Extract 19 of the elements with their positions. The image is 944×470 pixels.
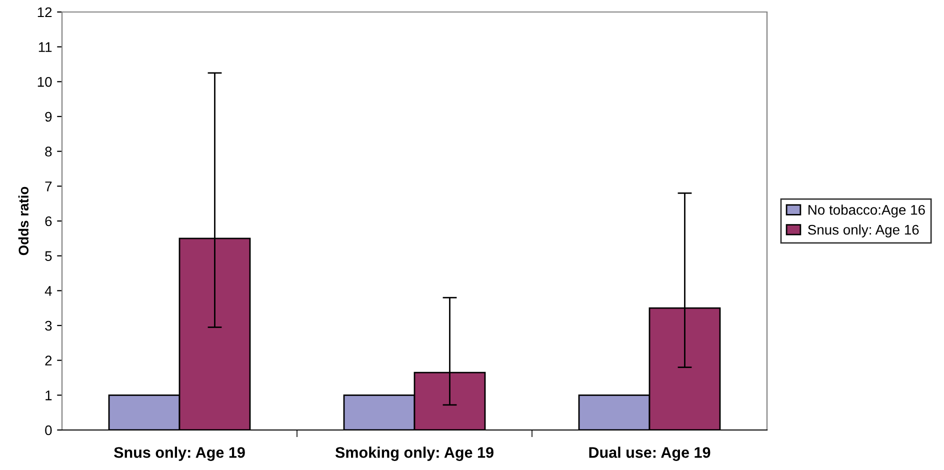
y-tick-label: 7 <box>45 182 52 192</box>
y-tick-label: 11 <box>38 42 52 52</box>
y-axis-title: Odds ratio <box>18 186 29 256</box>
y-tick-label: 0 <box>45 425 52 436</box>
y-tick-label: 2 <box>45 356 52 366</box>
y-tick-label: 9 <box>45 112 52 122</box>
y-tick-label: 4 <box>44 286 52 296</box>
y-tick-label: 10 <box>38 77 52 87</box>
x-tick-label: Dual use: Age 19 <box>589 446 710 461</box>
y-tick-label: 12 <box>38 7 52 18</box>
legend-label: Snus only: Age 16 <box>808 224 919 238</box>
y-tick-label: 1 <box>46 390 52 400</box>
y-tick-label: 3 <box>45 320 52 331</box>
y-tick-label: 6 <box>45 216 52 226</box>
legend-label: No tobacco:Age 16 <box>808 204 925 218</box>
y-tick-label: 5 <box>45 251 52 262</box>
x-tick-label: Smoking only: Age 19 <box>335 446 494 461</box>
x-tick-label: Snus only: Age 19 <box>114 446 245 461</box>
y-tick-label: 8 <box>45 146 52 157</box>
